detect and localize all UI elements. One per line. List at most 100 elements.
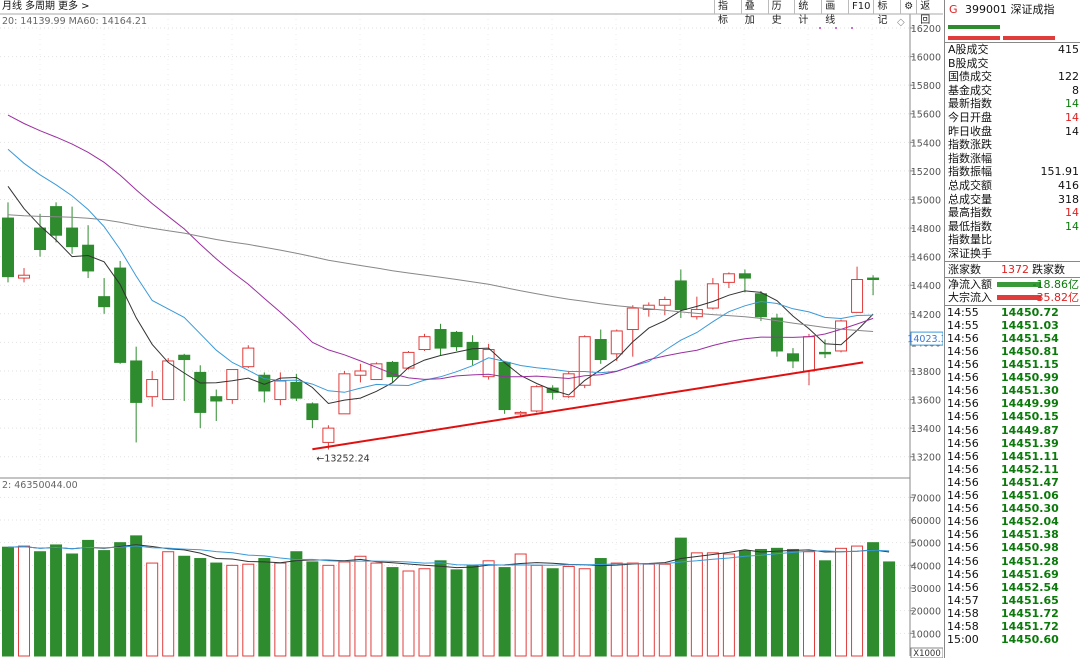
- stats-button[interactable]: 统计: [794, 0, 821, 26]
- down-candle[interactable]: [819, 351, 832, 355]
- down-candle[interactable]: [258, 374, 271, 392]
- overlay-button[interactable]: 叠加: [740, 0, 768, 26]
- down-candle[interactable]: [130, 360, 143, 403]
- up-candle[interactable]: [562, 373, 575, 398]
- volume-bar-down[interactable]: [546, 568, 559, 657]
- up-candle[interactable]: [610, 330, 623, 355]
- volume-bar-up[interactable]: [354, 555, 367, 657]
- down-candle[interactable]: [50, 206, 63, 236]
- volume-bar-up[interactable]: [722, 553, 735, 657]
- down-candle[interactable]: [738, 273, 751, 279]
- volume-bar-down[interactable]: [819, 560, 832, 657]
- volume-bar-up[interactable]: [18, 545, 31, 657]
- down-candle[interactable]: [34, 227, 47, 250]
- diamond-icon[interactable]: ◇: [897, 17, 905, 28]
- up-candle[interactable]: [162, 360, 175, 401]
- up-candle[interactable]: [418, 336, 431, 351]
- down-candle[interactable]: [674, 280, 687, 311]
- volume-bar-up[interactable]: [242, 563, 255, 657]
- volume-bar-down[interactable]: [594, 558, 607, 657]
- volume-bar-down[interactable]: [786, 548, 799, 657]
- down-candle[interactable]: [290, 381, 303, 399]
- down-candle[interactable]: [498, 361, 511, 411]
- up-candle[interactable]: [226, 369, 239, 401]
- up-candle[interactable]: [514, 411, 527, 415]
- volume-bar-up[interactable]: [514, 553, 527, 657]
- up-candle[interactable]: [658, 299, 671, 306]
- volume-bar-down[interactable]: [466, 564, 479, 657]
- more-menu[interactable]: 更多 >: [58, 1, 90, 12]
- volume-bar-down[interactable]: [498, 567, 511, 657]
- volume-bar-up[interactable]: [578, 568, 591, 657]
- back-button[interactable]: 返回: [916, 0, 943, 26]
- volume-bar-up[interactable]: [322, 564, 335, 657]
- volume-bar-down[interactable]: [434, 560, 447, 657]
- volume-bar-down[interactable]: [178, 555, 191, 657]
- indicator-button[interactable]: 指标: [714, 0, 741, 26]
- volume-bar-down[interactable]: [450, 569, 463, 657]
- kline-chart[interactable]: 1320013400136001380014000142001440014600…: [0, 0, 943, 658]
- up-candle[interactable]: [338, 373, 351, 415]
- volume-bar-down[interactable]: [867, 542, 880, 657]
- volume-bar-up[interactable]: [626, 562, 639, 657]
- volume-bar-up[interactable]: [418, 568, 431, 657]
- volume-bar-down[interactable]: [290, 551, 303, 657]
- down-candle[interactable]: [770, 317, 783, 352]
- up-candle[interactable]: [578, 336, 591, 386]
- volume-bar-down[interactable]: [130, 535, 143, 657]
- volume-bar-up[interactable]: [162, 551, 175, 657]
- up-candle[interactable]: [642, 304, 655, 311]
- volume-bar-down[interactable]: [114, 542, 127, 657]
- volume-bar-down[interactable]: [82, 539, 95, 657]
- draw-line-button[interactable]: 画线: [821, 0, 848, 26]
- down-candle[interactable]: [114, 267, 127, 363]
- up-candle[interactable]: [803, 336, 815, 372]
- down-candle[interactable]: [386, 361, 399, 378]
- volume-bar-down[interactable]: [770, 547, 783, 657]
- volume-bar-down[interactable]: [2, 546, 14, 657]
- volume-bar-down[interactable]: [883, 561, 896, 657]
- volume-bar-up[interactable]: [338, 561, 351, 657]
- gear-icon[interactable]: ⚙: [900, 0, 916, 14]
- down-candle[interactable]: [2, 217, 14, 278]
- volume-bar-up[interactable]: [803, 551, 815, 657]
- volume-bar-up[interactable]: [530, 564, 543, 657]
- volume-bar-up[interactable]: [642, 563, 655, 657]
- volume-bar-down[interactable]: [210, 562, 223, 657]
- monthly-period-tab[interactable]: 月线: [2, 1, 22, 12]
- volume-bar-down[interactable]: [306, 561, 319, 657]
- up-candle[interactable]: [530, 386, 543, 412]
- up-candle[interactable]: [274, 380, 287, 401]
- volume-bar-up[interactable]: [690, 552, 703, 657]
- up-candle[interactable]: [322, 427, 335, 443]
- up-candle[interactable]: [835, 320, 848, 352]
- volume-bar-up[interactable]: [146, 562, 159, 657]
- up-candle[interactable]: [482, 349, 495, 378]
- down-candle[interactable]: [210, 396, 223, 402]
- volume-bar-up[interactable]: [274, 562, 287, 657]
- down-candle[interactable]: [306, 403, 319, 421]
- up-candle[interactable]: [706, 283, 719, 309]
- volume-bar-down[interactable]: [258, 558, 271, 657]
- volume-bar-up[interactable]: [370, 562, 383, 657]
- volume-bar-down[interactable]: [34, 551, 47, 657]
- volume-bar-up[interactable]: [851, 545, 864, 657]
- down-candle[interactable]: [786, 353, 799, 362]
- volume-bar-up[interactable]: [835, 547, 848, 657]
- mark-button[interactable]: 标记: [873, 0, 900, 26]
- volume-bar-up[interactable]: [562, 565, 575, 657]
- down-candle[interactable]: [82, 244, 95, 272]
- down-candle[interactable]: [194, 371, 207, 413]
- up-candle[interactable]: [354, 370, 367, 376]
- down-candle[interactable]: [867, 277, 880, 281]
- f10-button[interactable]: F10: [847, 0, 873, 14]
- up-candle[interactable]: [722, 273, 735, 283]
- volume-bar-down[interactable]: [738, 550, 751, 657]
- volume-bar-up[interactable]: [658, 563, 671, 657]
- volume-bar-down[interactable]: [386, 567, 399, 657]
- up-candle[interactable]: [370, 363, 383, 381]
- volume-bar-up[interactable]: [482, 560, 495, 657]
- volume-bar-down[interactable]: [754, 548, 767, 657]
- volume-bar-down[interactable]: [50, 544, 63, 657]
- volume-bar-down[interactable]: [98, 550, 111, 657]
